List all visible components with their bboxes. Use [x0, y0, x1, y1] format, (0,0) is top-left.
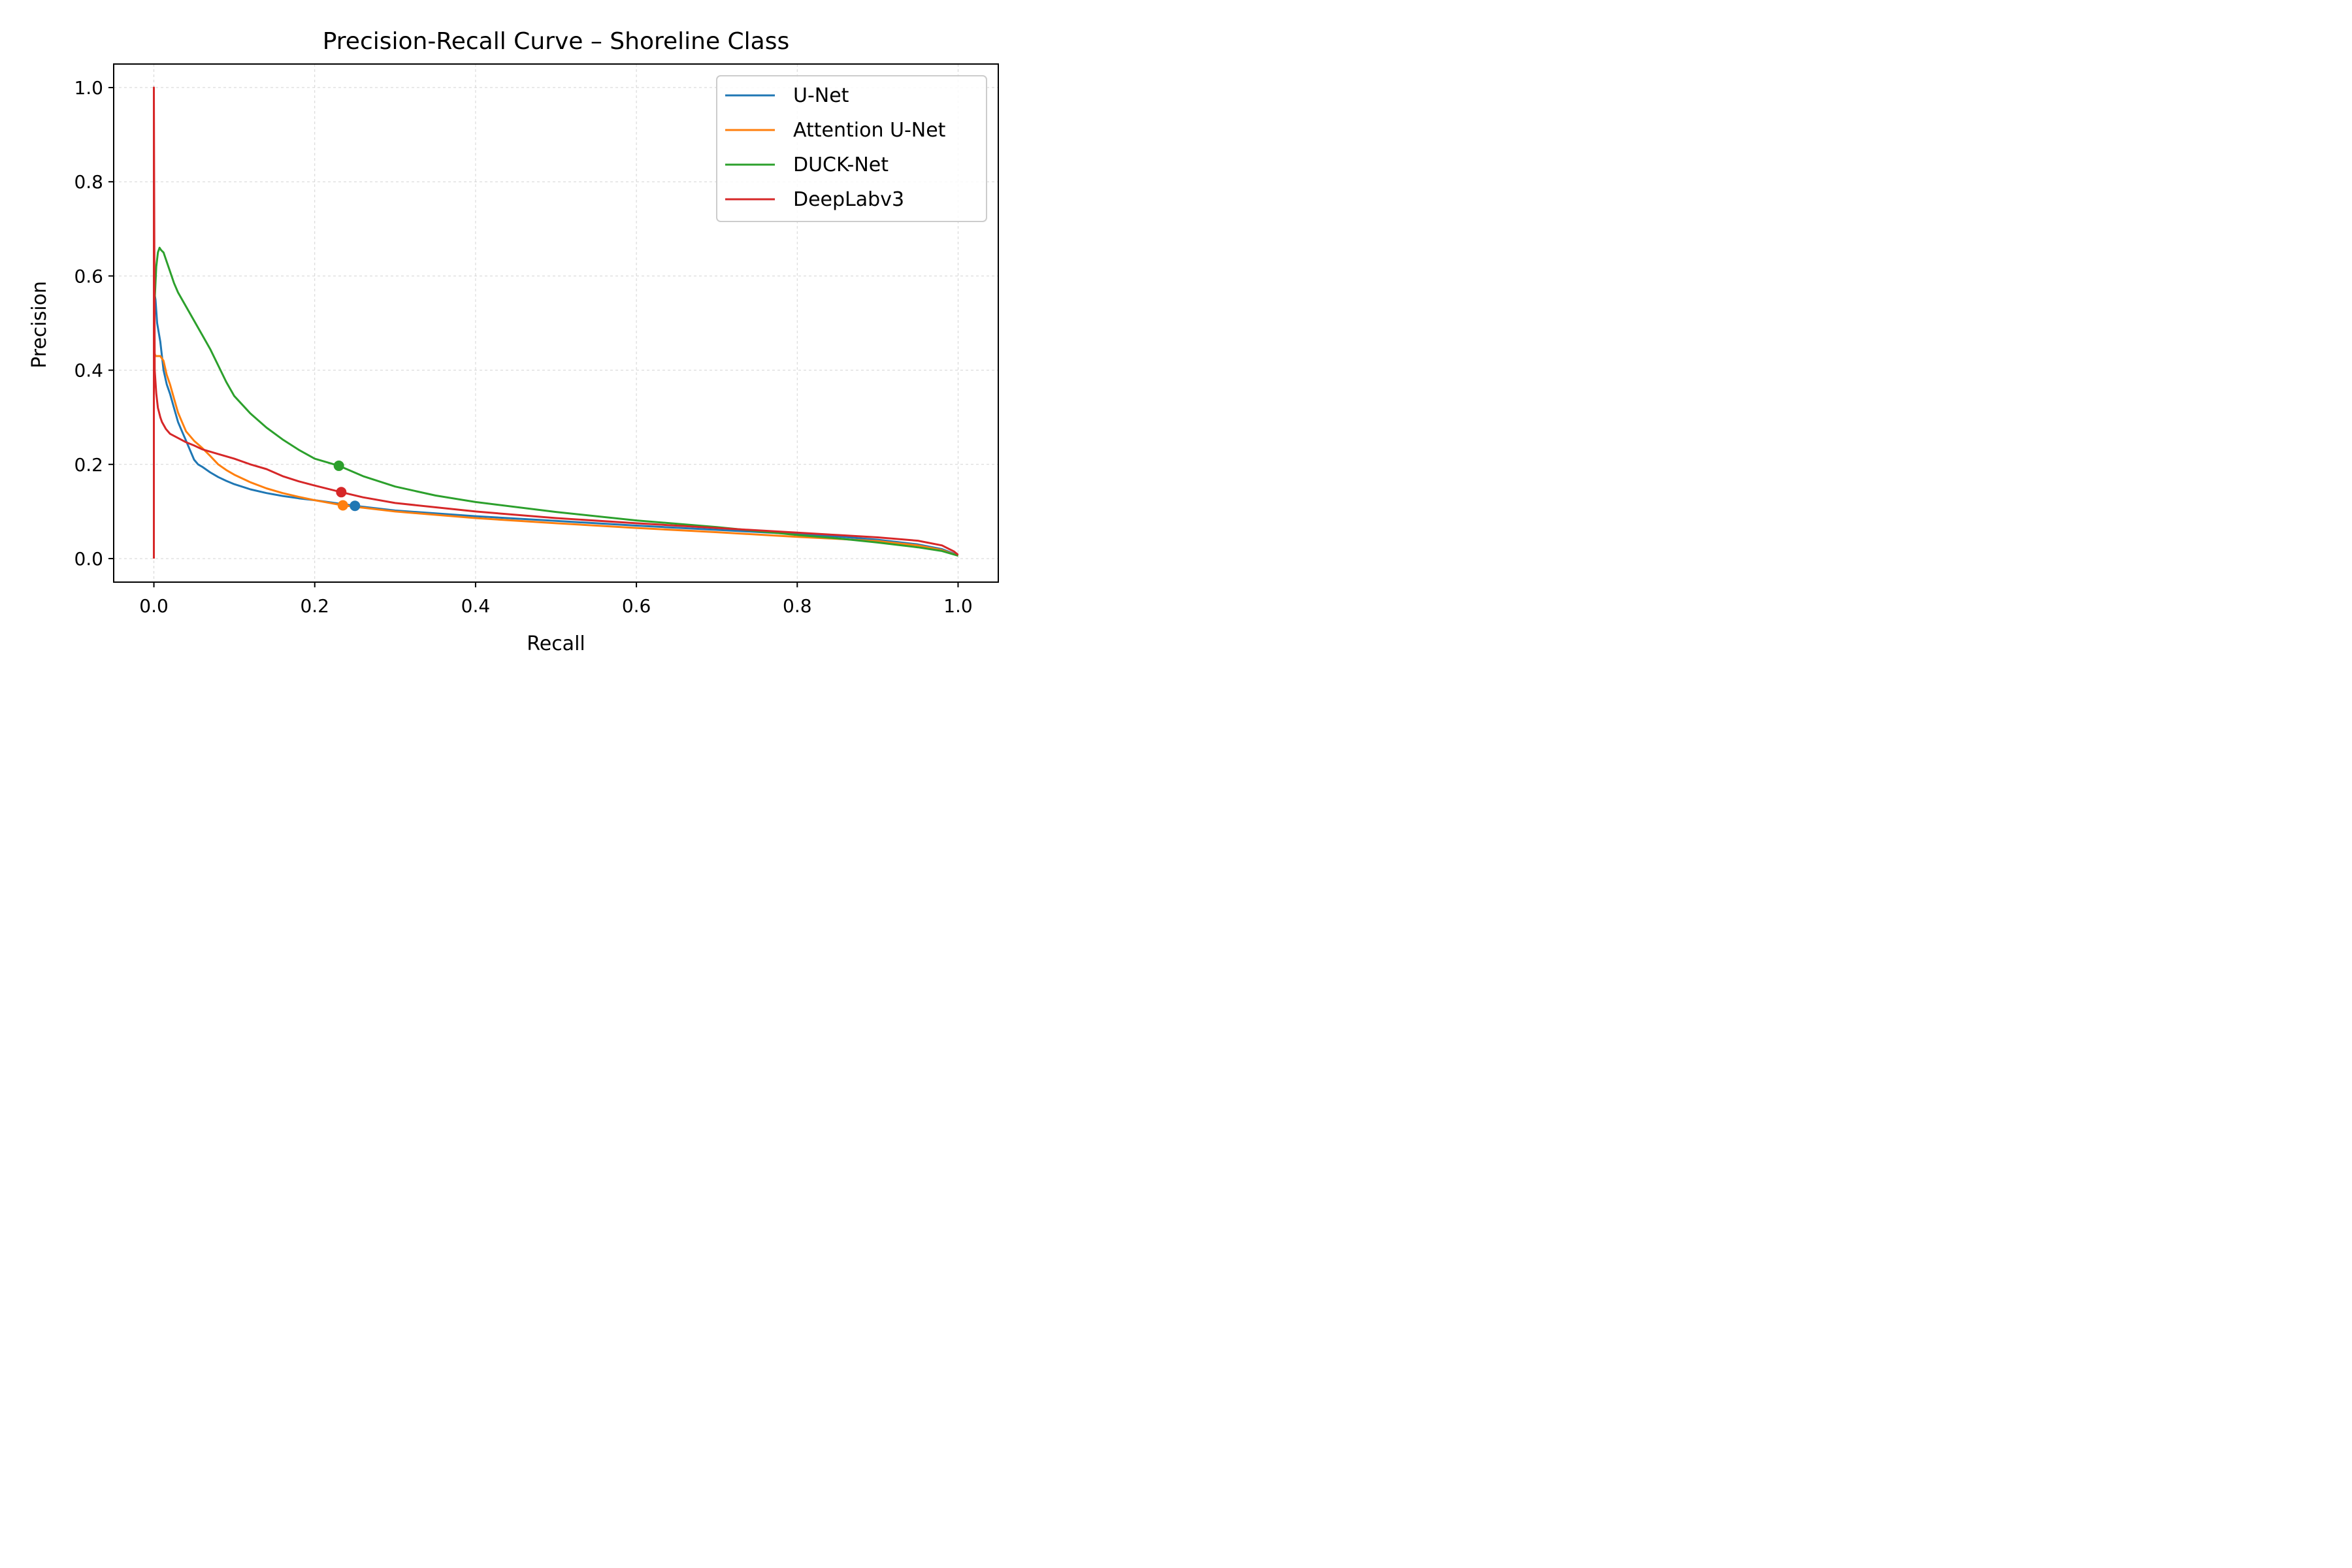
y-tick-label-3: 0.6	[74, 265, 103, 287]
y-tick-label-1: 0.2	[74, 454, 103, 476]
legend-label-duck-net: DUCK-Net	[793, 154, 889, 176]
series-line-attention-u-net	[153, 351, 958, 557]
x-tick-label-3: 0.6	[622, 595, 651, 617]
x-tick-label-4: 0.8	[783, 595, 812, 617]
x-axis-label: Recall	[527, 632, 585, 655]
legend: U-Net Attention U-Net DUCK-Net DeepLabv3	[716, 75, 987, 222]
x-tick-label-5: 1.0	[943, 595, 973, 617]
legend-label-u-net: U-Net	[793, 84, 849, 107]
y-axis-ticks: 0.0 0.2 0.4 0.6 0.8 1.0	[74, 77, 114, 570]
y-tick-label-4: 0.8	[74, 171, 103, 193]
x-tick-label-2: 0.4	[461, 595, 491, 617]
series-line-u-net	[153, 289, 959, 557]
chart-title: Precision-Recall Curve – Shoreline Class	[323, 28, 790, 55]
series-layer	[153, 86, 959, 559]
y-axis-label: Precision	[28, 281, 51, 368]
legend-label-deeplabv3: DeepLabv3	[793, 188, 904, 211]
x-tick-label-0: 0.0	[139, 595, 169, 617]
x-axis-ticks: 0.0 0.2 0.4 0.6 0.8 1.0	[139, 582, 973, 617]
pr-curve-chart: Precision-Recall Curve – Shoreline Class…	[0, 0, 1019, 679]
operating-point-duck-net	[333, 460, 344, 471]
y-tick-label-2: 0.4	[74, 360, 103, 382]
y-tick-label-5: 1.0	[74, 77, 103, 99]
y-tick-label-0: 0.0	[74, 548, 103, 570]
series-line-deeplabv3	[153, 86, 959, 559]
operating-point-u-net	[350, 500, 361, 512]
legend-label-attention-u-net: Attention U-Net	[793, 119, 946, 142]
x-tick-label-1: 0.2	[300, 595, 329, 617]
operating-point-deeplabv3	[336, 487, 347, 498]
plot-frame	[113, 63, 999, 583]
operating-point-attention-u-net	[337, 500, 348, 511]
legend-box	[716, 75, 987, 222]
